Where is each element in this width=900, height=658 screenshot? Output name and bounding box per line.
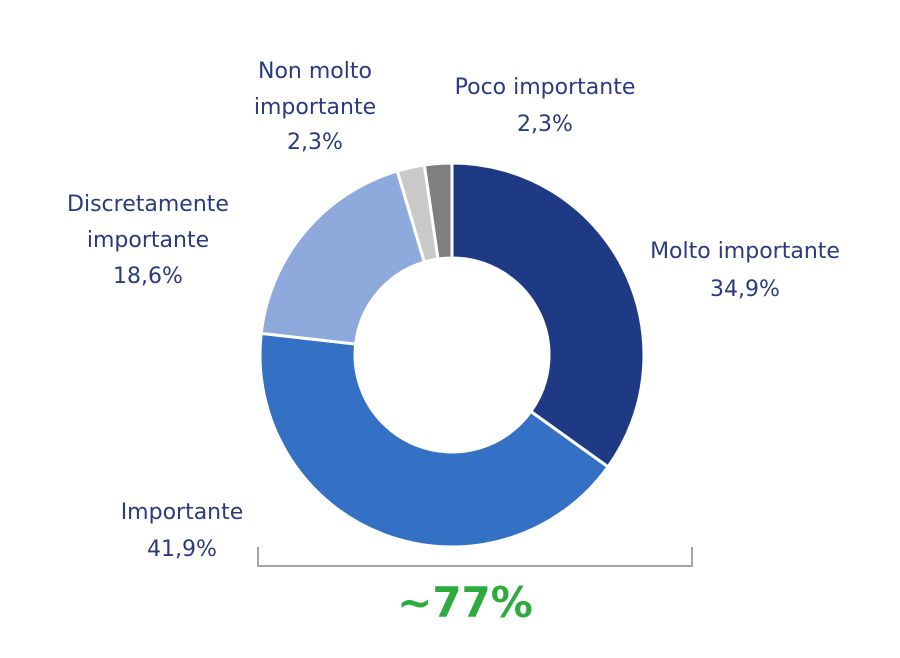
category-label: Molto importante [650, 239, 840, 264]
value-label: 34,9% [710, 277, 780, 302]
annotation: ~77% [397, 578, 533, 627]
slice [450, 161, 646, 469]
value-label: 41,9% [147, 537, 217, 562]
category-label: Poco importante [454, 75, 636, 100]
category-label: Discretamente importante [67, 192, 229, 253]
slice [259, 169, 427, 346]
slice [258, 331, 611, 549]
slice [422, 161, 454, 261]
value-label: 2,3% [287, 130, 343, 155]
bracket [257, 547, 693, 567]
value-label: 2,3% [517, 112, 573, 137]
value-label: 18,6% [113, 264, 183, 289]
category-label: Non molto importante [253, 59, 377, 120]
category-label: Importante [120, 500, 244, 525]
